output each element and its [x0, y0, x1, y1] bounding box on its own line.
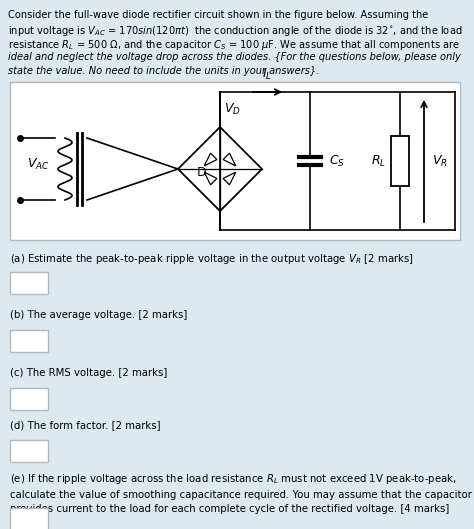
Text: (e) If the ripple voltage across the load resistance $R_L$ must not exceed 1V pe: (e) If the ripple voltage across the loa…	[10, 472, 472, 514]
Bar	[10, 272, 48, 294]
Text: (d) The form factor. [2 marks]: (d) The form factor. [2 marks]	[10, 420, 161, 430]
Text: (b) The average voltage. [2 marks]: (b) The average voltage. [2 marks]	[10, 310, 187, 320]
Text: Consider the full-wave diode rectifier circuit shown in the figure below. Assumi: Consider the full-wave diode rectifier c…	[8, 10, 428, 20]
Bar	[10, 440, 48, 462]
Text: input voltage is $V_{AC}$ = 170$\it{sin}$(120$\pi t$)  the conduction angle of t: input voltage is $V_{AC}$ = 170$\it{sin}…	[8, 24, 463, 38]
Text: $V_D$: $V_D$	[224, 102, 240, 117]
Text: state the value. No need to include the units in your answers}.: state the value. No need to include the …	[8, 66, 319, 76]
Text: $V_R$: $V_R$	[432, 153, 448, 169]
Text: $C_S$: $C_S$	[329, 153, 345, 169]
Text: ideal and neglect the voltage drop across the diodes. {For the questions below, : ideal and neglect the voltage drop acros…	[8, 52, 461, 62]
Text: $R_L$: $R_L$	[371, 153, 386, 169]
Bar	[10, 388, 48, 410]
Bar	[10, 82, 460, 240]
Text: $V_{AC}$: $V_{AC}$	[27, 157, 49, 171]
Text: $I_L$: $I_L$	[263, 67, 273, 82]
Text: D: D	[197, 166, 207, 178]
Text: resistance $R_L$ = 500 $\Omega$, and the capacitor $C_S$ = 100 $\mu$F. We assume: resistance $R_L$ = 500 $\Omega$, and the…	[8, 38, 460, 52]
Bar	[10, 330, 48, 352]
Text: (c) The RMS voltage. [2 marks]: (c) The RMS voltage. [2 marks]	[10, 368, 167, 378]
Bar	[10, 508, 48, 529]
Bar	[391, 136, 409, 186]
Text: (a) Estimate the peak-to-peak ripple voltage in the output voltage $V_R$ [2 mark: (a) Estimate the peak-to-peak ripple vol…	[10, 252, 414, 266]
